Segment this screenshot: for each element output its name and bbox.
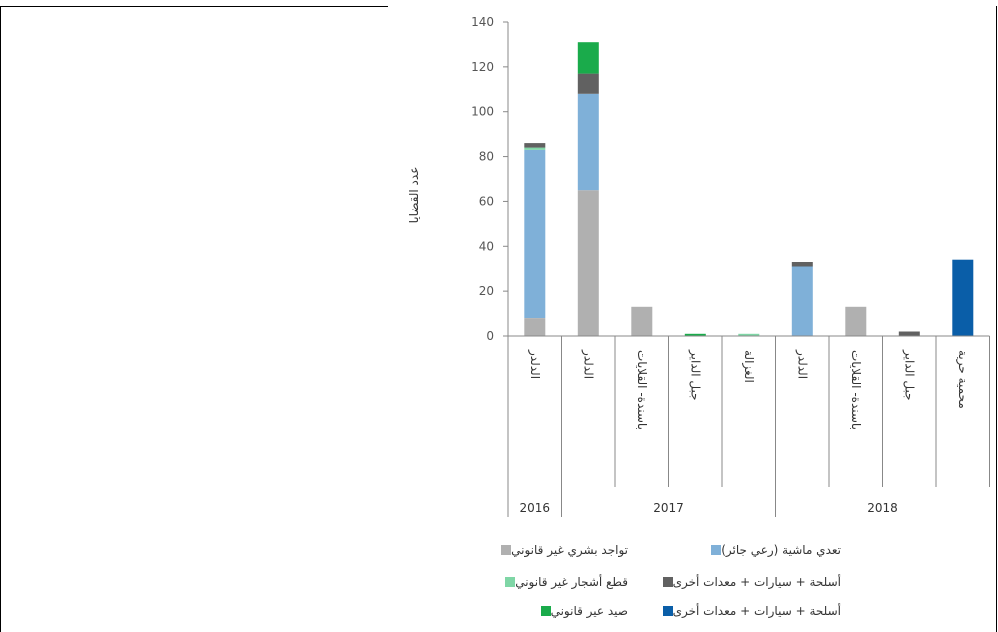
x-group-label: 2018 <box>867 501 898 515</box>
x-category-label: الدلدر <box>527 349 542 379</box>
y-axis: 0 20 40 60 80 100 120 140 <box>471 15 509 343</box>
bar-segment <box>577 42 599 74</box>
x-axis: الدلدر الدلدر باسندة- القلايات جبل الداير ال… <box>507 335 990 517</box>
bar-segment <box>524 149 546 318</box>
bar-segment <box>631 306 653 336</box>
bar-segment <box>952 259 974 336</box>
x-category-label: باسندة- القلايات <box>849 350 863 430</box>
frame-top-border <box>0 6 388 7</box>
bar-segment <box>791 266 813 336</box>
y-tick-label: 20 <box>479 284 494 298</box>
bar-segment <box>577 73 599 94</box>
bar-segment <box>791 262 813 267</box>
bar-segment <box>898 331 920 336</box>
y-axis-label: عدد القضايا <box>407 167 421 224</box>
y-tick-label: 140 <box>471 15 494 29</box>
x-group-label: 2017 <box>653 501 684 515</box>
frame-left-border <box>0 6 1 632</box>
x-category-label: باسندة- القلايات <box>635 350 649 430</box>
bar-segment <box>524 147 546 150</box>
bar-segment <box>845 306 867 336</box>
x-category-label: الغزالة <box>741 350 756 383</box>
y-tick-label: 40 <box>479 239 494 253</box>
y-tick-label: 0 <box>486 329 494 343</box>
bar-segment <box>577 93 599 191</box>
x-category-label: جبل الداير <box>901 349 916 401</box>
x-category-label: محمية حرية <box>955 350 970 409</box>
y-tick-label: 120 <box>471 60 494 74</box>
y-tick-label: 60 <box>479 194 494 208</box>
bars <box>524 42 974 336</box>
x-group-label: 2016 <box>519 501 550 515</box>
y-tick-label: 80 <box>479 150 494 164</box>
x-category-label: الدلدر <box>580 349 595 379</box>
bar-segment <box>524 143 546 148</box>
x-category-label: جبل الداير <box>687 349 702 401</box>
bar-segment <box>524 318 546 336</box>
frame-right-border <box>996 6 997 632</box>
x-category-label: الدلدر <box>794 349 809 379</box>
bar-segment <box>738 333 760 336</box>
bar-segment <box>684 333 706 336</box>
bar-segment <box>577 190 599 336</box>
y-tick-label: 100 <box>471 105 494 119</box>
